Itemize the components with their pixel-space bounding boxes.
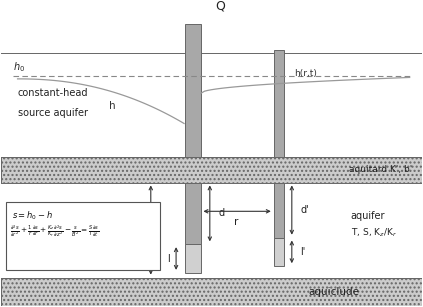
Bar [1,157,422,183]
Bar [1,183,422,278]
Text: b: b [137,225,143,235]
Text: $s = h_0 - h$: $s = h_0 - h$ [12,209,53,222]
Text: $h_0$: $h_0$ [14,60,25,74]
Text: l': l' [300,247,305,257]
Text: aquifer: aquifer [351,211,385,221]
Bar [184,183,201,244]
Bar [274,238,284,266]
Bar [1,53,422,157]
Bar [184,24,201,157]
Bar [274,183,284,238]
Text: aquitard K', b': aquitard K', b' [349,165,412,174]
Text: source aquifer: source aquifer [18,108,88,119]
Text: h: h [109,101,116,111]
Text: T, S, K$_z$/K$_r$: T, S, K$_z$/K$_r$ [351,227,397,239]
Text: Q: Q [216,0,225,13]
Text: l: l [167,254,170,263]
Text: constant-head: constant-head [18,88,88,98]
Text: d': d' [300,205,309,215]
Text: $\frac{\partial^2 s}{\partial r^2}+\frac{1}{r}\frac{\partial s}{\partial r}+\fra: $\frac{\partial^2 s}{\partial r^2}+\frac… [11,224,100,240]
Text: d: d [218,208,224,218]
Bar [1,278,422,306]
Text: h(r,t): h(r,t) [294,69,316,78]
FancyBboxPatch shape [6,202,160,270]
Bar [274,50,284,157]
Text: r: r [233,217,238,227]
Text: aquiclude: aquiclude [308,287,359,297]
Bar [184,244,201,273]
